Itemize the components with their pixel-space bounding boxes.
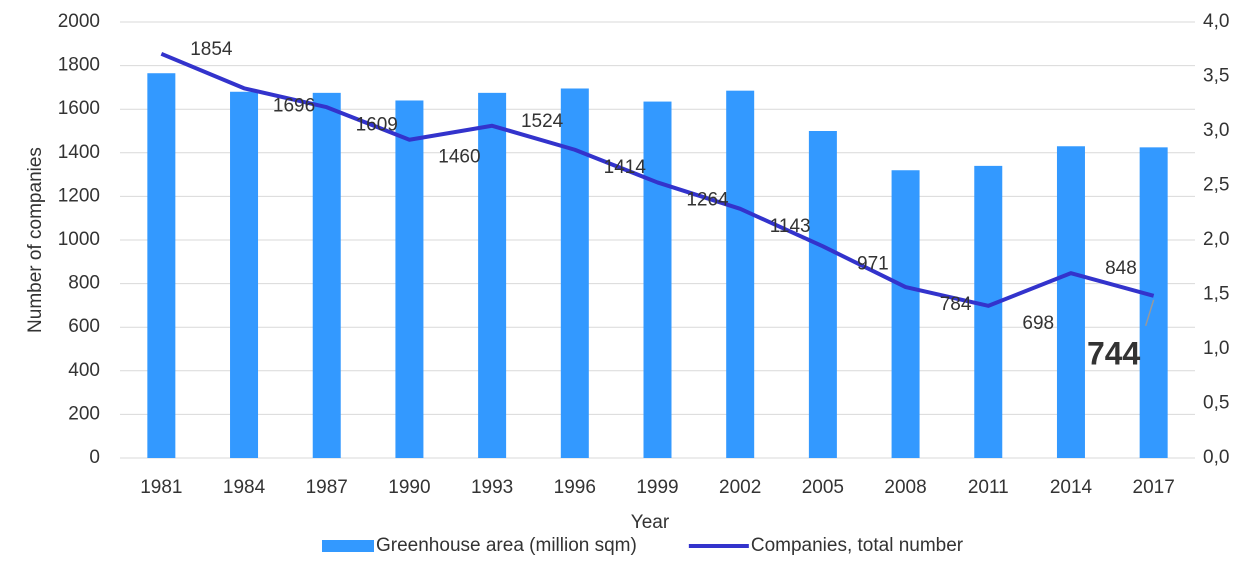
y-axis-title: Number of companies	[25, 147, 46, 333]
y-tick-label: 2000	[58, 11, 100, 32]
y2-tick-label: 1,5	[1203, 284, 1229, 305]
bar	[230, 91, 259, 458]
x-tick-label: 2008	[884, 477, 926, 498]
y-tick-label: 1000	[58, 229, 100, 250]
y2-tick-label: 4,0	[1203, 11, 1229, 32]
data-label: 1143	[770, 216, 811, 237]
x-tick-label: 1999	[636, 477, 678, 498]
x-tick-label: 2014	[1050, 477, 1093, 498]
y2-tick-label: 2,5	[1203, 175, 1229, 196]
x-tick-label: 1996	[554, 477, 596, 498]
data-label: 1460	[438, 147, 480, 168]
y2-tick-label: 3,5	[1203, 66, 1229, 87]
data-label: 1854	[190, 39, 233, 60]
bar	[726, 90, 755, 459]
bar	[395, 100, 424, 458]
data-label: 1609	[356, 114, 398, 135]
data-label: 1696	[273, 95, 315, 116]
y-tick-label: 200	[68, 403, 100, 424]
data-label: 848	[1105, 258, 1137, 279]
y-tick-label: 1600	[58, 98, 100, 119]
y-tick-label: 1800	[58, 55, 100, 76]
bar	[891, 170, 920, 459]
y2-tick-label: 1,0	[1203, 338, 1229, 359]
bar	[643, 101, 672, 458]
data-label: 1524	[521, 111, 564, 132]
data-label: 744	[1087, 335, 1141, 371]
bar	[1139, 147, 1168, 458]
bar	[147, 73, 176, 458]
legend-label: Greenhouse area (million sqm)	[376, 535, 637, 556]
legend-swatch	[322, 540, 374, 552]
data-label: 971	[857, 253, 889, 274]
x-tick-label: 2005	[802, 477, 844, 498]
x-tick-label: 2011	[968, 477, 1009, 498]
y-tick-label: 400	[68, 360, 100, 381]
x-tick-label: 1990	[388, 477, 430, 498]
x-tick-label: 1984	[223, 477, 266, 498]
data-label: 698	[1022, 313, 1054, 334]
x-tick-label: 1993	[471, 477, 513, 498]
legend-label: Companies, total number	[751, 535, 964, 556]
data-label: 784	[940, 294, 972, 315]
x-tick-label: 1987	[306, 477, 348, 498]
y2-tick-label: 2,0	[1203, 229, 1229, 250]
y-tick-label: 1200	[58, 185, 100, 206]
x-axis-title: Year	[631, 512, 670, 533]
bar	[974, 165, 1003, 458]
y-tick-label: 800	[68, 273, 100, 294]
data-label: 1264	[686, 189, 729, 210]
leader-line	[1144, 299, 1155, 327]
data-label: 1414	[604, 157, 647, 178]
y-tick-label: 0	[89, 447, 100, 468]
bar	[808, 131, 837, 458]
x-tick-label: 2017	[1133, 477, 1175, 498]
x-tick-label: 1981	[140, 477, 182, 498]
line	[160, 51, 1155, 308]
bar	[478, 92, 507, 458]
bar	[1056, 146, 1085, 458]
y2-tick-label: 0,5	[1203, 393, 1229, 414]
y-tick-label: 1400	[58, 142, 100, 163]
bar	[312, 92, 341, 458]
y2-tick-label: 0,0	[1203, 447, 1229, 468]
bar	[560, 88, 589, 459]
x-tick-label: 2002	[719, 477, 761, 498]
y2-tick-label: 3,0	[1203, 120, 1229, 141]
y-tick-label: 600	[68, 316, 100, 337]
